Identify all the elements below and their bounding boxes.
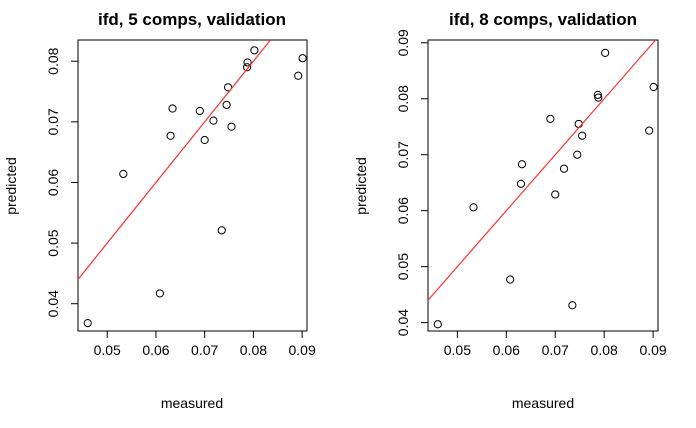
data-point [574,119,583,129]
x-tick-label: 0.06 [493,342,520,358]
identity-line [427,39,657,301]
y-tick-label: 0.08 [45,47,61,74]
data-point [645,126,654,135]
identity-line [77,39,271,280]
y-tick-label: 0.04 [45,290,61,317]
data-point [559,164,569,173]
data-point [83,319,92,328]
y-tick-label: 0.09 [395,29,411,56]
data-point [517,160,527,169]
y-tick-label: 0.05 [395,253,411,280]
x-ticks: 0.05 0.06 0.07 0.08 0.09 [94,331,316,358]
x-tick-label: 0.07 [191,342,218,358]
panel-5-comps: ifd, 5 comps, validation measured predic… [3,10,316,411]
x-tick-label: 0.08 [591,342,618,358]
y-tick-label: 0.06 [45,169,61,196]
x-tick-label: 0.06 [142,342,169,358]
reference-line [77,39,271,280]
x-ticks: 0.05 0.06 0.07 0.08 0.09 [444,331,667,358]
y-tick-label: 0.07 [395,141,411,168]
data-point [506,275,515,284]
data-point [227,122,236,131]
y-tick-label: 0.06 [395,197,411,224]
data-point [119,169,128,179]
plot-frame [427,39,659,332]
data-point [593,90,602,99]
data-point [649,82,658,92]
y-tick-label: 0.05 [45,229,61,256]
y-tick-label: 0.07 [45,108,61,135]
y-ticks: 0.04 0.05 0.06 0.07 0.08 [45,47,78,317]
x-tick-label: 0.08 [240,342,267,358]
data-point [223,83,233,92]
data-points [433,48,658,329]
data-point [200,135,209,145]
panel-8-comps: ifd, 8 comps, validation measured predic… [353,10,667,411]
data-points [83,46,307,328]
data-point [298,54,307,63]
data-point [209,116,218,125]
data-point [294,71,303,80]
y-ticks: 0.04 0.05 0.06 0.07 0.08 0.09 [395,29,428,336]
y-tick-label: 0.08 [395,85,411,112]
data-point [578,131,587,140]
plot-frame [77,39,308,332]
data-point [166,131,175,140]
data-point [469,203,478,212]
y-tick-label: 0.04 [395,309,411,336]
data-point [551,190,560,199]
x-tick-label: 0.09 [289,342,316,358]
y-axis-label: predicted [353,157,369,215]
chart-title: ifd, 8 comps, validation [449,10,637,29]
data-point [250,46,259,55]
x-tick-label: 0.05 [444,342,471,358]
x-tick-label: 0.07 [542,342,569,358]
data-point [195,106,204,116]
data-point [243,58,252,67]
data-point [573,150,582,159]
x-tick-label: 0.05 [94,342,121,358]
data-point [222,100,231,109]
data-point [433,320,442,329]
data-point [516,179,526,188]
y-axis-label: predicted [3,157,19,215]
data-point [568,301,577,310]
reference-line [427,39,657,301]
chart-title: ifd, 5 comps, validation [98,10,286,29]
data-point [546,114,555,124]
data-point [217,226,226,235]
x-tick-label: 0.09 [639,342,666,358]
x-axis-label: measured [512,395,574,411]
data-point [594,93,603,102]
data-point [155,289,164,298]
data-point [168,104,177,113]
data-point [242,63,252,72]
data-point [601,48,610,57]
x-axis-label: measured [161,395,223,411]
